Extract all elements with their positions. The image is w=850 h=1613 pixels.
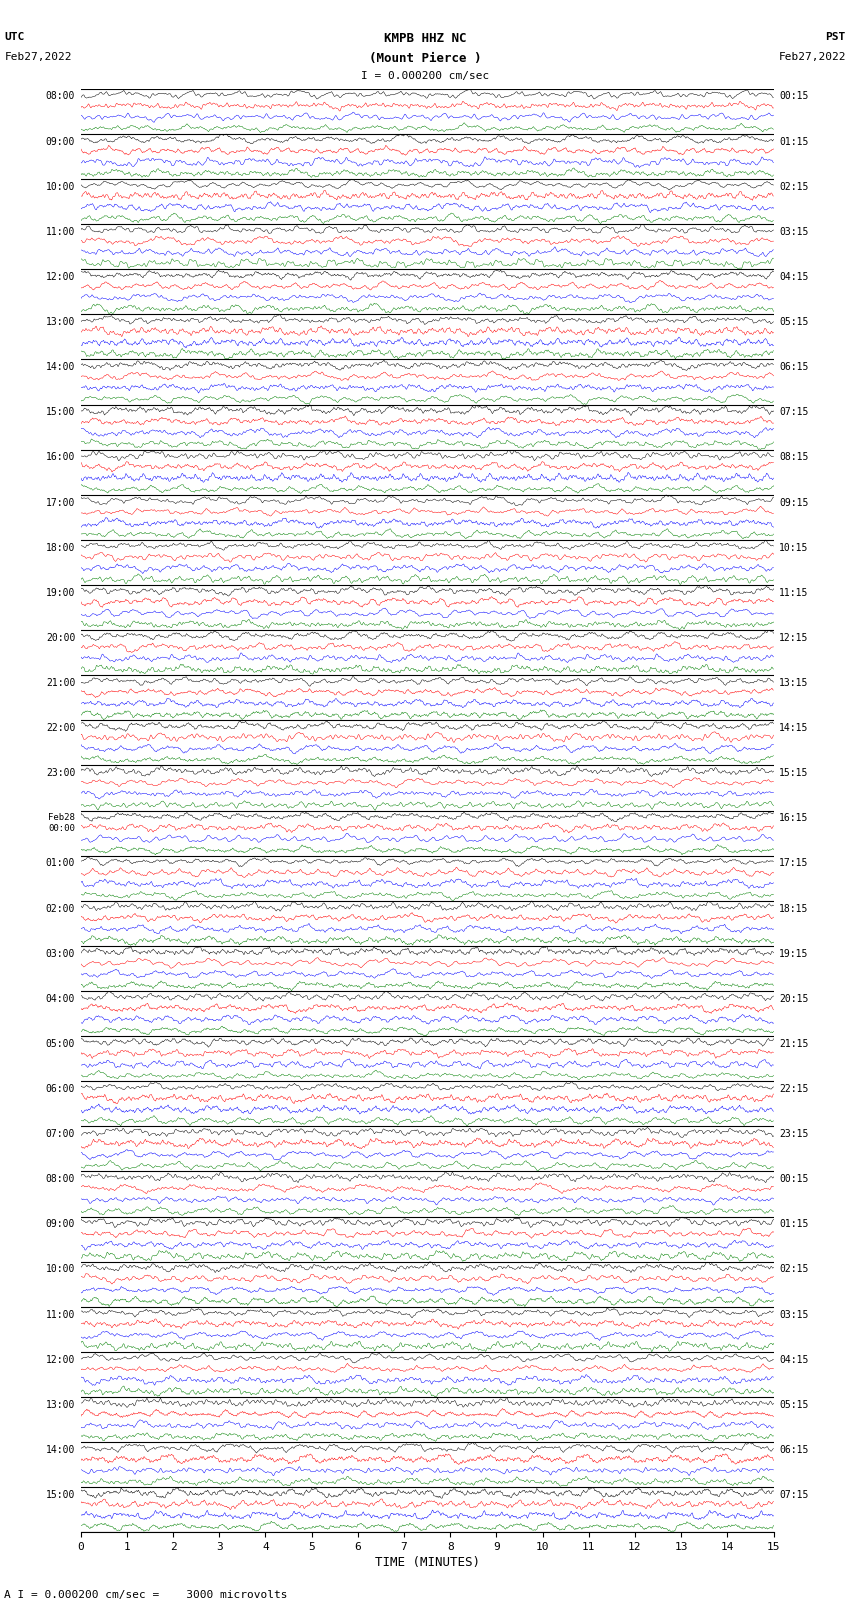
Text: 08:00: 08:00 [46, 1174, 75, 1184]
Text: 18:00: 18:00 [46, 542, 75, 553]
Text: 04:15: 04:15 [779, 273, 808, 282]
Text: 17:00: 17:00 [46, 497, 75, 508]
Text: 11:15: 11:15 [779, 587, 808, 598]
Text: 00:15: 00:15 [779, 92, 808, 102]
Text: 22:00: 22:00 [46, 723, 75, 732]
Text: 12:00: 12:00 [46, 1355, 75, 1365]
Text: 22:15: 22:15 [779, 1084, 808, 1094]
Text: 20:00: 20:00 [46, 632, 75, 644]
Text: 10:00: 10:00 [46, 1265, 75, 1274]
Text: 07:15: 07:15 [779, 408, 808, 418]
Text: 00:00: 00:00 [48, 824, 75, 834]
Text: 14:00: 14:00 [46, 1445, 75, 1455]
Text: (Mount Pierce ): (Mount Pierce ) [369, 52, 481, 65]
Text: I = 0.000200 cm/sec: I = 0.000200 cm/sec [361, 71, 489, 81]
Text: 02:15: 02:15 [779, 1265, 808, 1274]
Text: 15:00: 15:00 [46, 408, 75, 418]
Text: 19:00: 19:00 [46, 587, 75, 598]
Text: 08:15: 08:15 [779, 452, 808, 463]
Text: 17:15: 17:15 [779, 858, 808, 868]
Text: 05:15: 05:15 [779, 318, 808, 327]
Text: 03:00: 03:00 [46, 948, 75, 958]
Text: 03:15: 03:15 [779, 227, 808, 237]
Text: 06:15: 06:15 [779, 1445, 808, 1455]
Text: Feb27,2022: Feb27,2022 [779, 52, 846, 61]
Text: 13:00: 13:00 [46, 318, 75, 327]
Text: 10:15: 10:15 [779, 542, 808, 553]
Text: 13:15: 13:15 [779, 677, 808, 689]
Text: 18:15: 18:15 [779, 903, 808, 913]
Text: 23:15: 23:15 [779, 1129, 808, 1139]
X-axis label: TIME (MINUTES): TIME (MINUTES) [375, 1557, 479, 1569]
Text: 13:00: 13:00 [46, 1400, 75, 1410]
Text: 06:15: 06:15 [779, 363, 808, 373]
Text: 23:00: 23:00 [46, 768, 75, 777]
Text: 04:00: 04:00 [46, 994, 75, 1003]
Text: 00:15: 00:15 [779, 1174, 808, 1184]
Text: Feb28: Feb28 [48, 813, 75, 823]
Text: A I = 0.000200 cm/sec =    3000 microvolts: A I = 0.000200 cm/sec = 3000 microvolts [4, 1590, 288, 1600]
Text: 19:15: 19:15 [779, 948, 808, 958]
Text: 08:00: 08:00 [46, 92, 75, 102]
Text: 16:00: 16:00 [46, 452, 75, 463]
Text: 09:15: 09:15 [779, 497, 808, 508]
Text: 03:15: 03:15 [779, 1310, 808, 1319]
Text: 02:15: 02:15 [779, 182, 808, 192]
Text: 21:00: 21:00 [46, 677, 75, 689]
Text: 09:00: 09:00 [46, 137, 75, 147]
Text: Feb27,2022: Feb27,2022 [4, 52, 71, 61]
Text: 09:00: 09:00 [46, 1219, 75, 1229]
Text: KMPB HHZ NC: KMPB HHZ NC [383, 32, 467, 45]
Text: 14:15: 14:15 [779, 723, 808, 732]
Text: 01:00: 01:00 [46, 858, 75, 868]
Text: 16:15: 16:15 [779, 813, 808, 823]
Text: 01:15: 01:15 [779, 1219, 808, 1229]
Text: 20:15: 20:15 [779, 994, 808, 1003]
Text: 07:15: 07:15 [779, 1490, 808, 1500]
Text: 10:00: 10:00 [46, 182, 75, 192]
Text: 21:15: 21:15 [779, 1039, 808, 1048]
Text: 15:00: 15:00 [46, 1490, 75, 1500]
Text: 14:00: 14:00 [46, 363, 75, 373]
Text: 15:15: 15:15 [779, 768, 808, 777]
Text: 11:00: 11:00 [46, 227, 75, 237]
Text: PST: PST [825, 32, 846, 42]
Text: 11:00: 11:00 [46, 1310, 75, 1319]
Text: 07:00: 07:00 [46, 1129, 75, 1139]
Text: 02:00: 02:00 [46, 903, 75, 913]
Text: 05:15: 05:15 [779, 1400, 808, 1410]
Text: 12:00: 12:00 [46, 273, 75, 282]
Text: UTC: UTC [4, 32, 25, 42]
Text: 05:00: 05:00 [46, 1039, 75, 1048]
Text: 12:15: 12:15 [779, 632, 808, 644]
Text: 06:00: 06:00 [46, 1084, 75, 1094]
Text: 04:15: 04:15 [779, 1355, 808, 1365]
Text: 01:15: 01:15 [779, 137, 808, 147]
